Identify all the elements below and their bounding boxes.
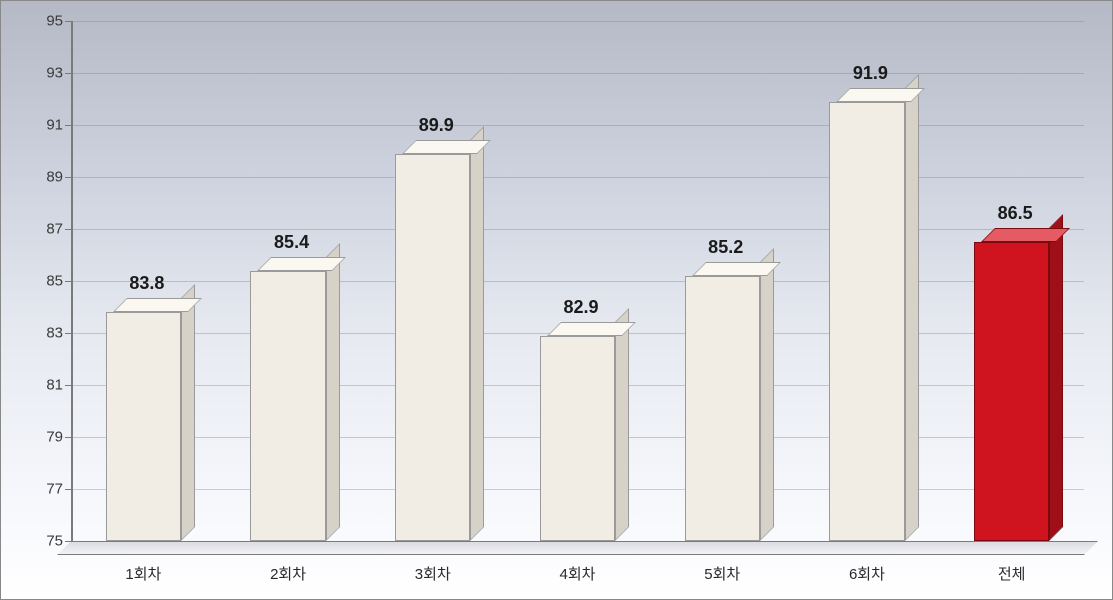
bar-front-face [685, 276, 760, 541]
bar-value-label: 85.4 [274, 232, 309, 253]
bar: 86.5 [974, 242, 1049, 541]
plot-area: 7577798183858789919395 83.885.489.982.98… [71, 21, 1084, 541]
bar-front-face [395, 154, 470, 541]
bar-top-face [402, 140, 491, 154]
x-axis-category-label: 전체 [998, 563, 1026, 584]
bar: 85.2 [685, 276, 760, 541]
bar-side-face [326, 243, 340, 541]
x-axis-category-label: 5회차 [704, 563, 740, 584]
bar-front-face [106, 312, 181, 541]
bar: 82.9 [540, 336, 615, 541]
bar-front-face [540, 336, 615, 541]
bar-side-face [615, 308, 629, 541]
bar-value-label: 91.9 [853, 63, 888, 84]
bar: 89.9 [395, 154, 470, 541]
y-axis-tick-label: 79 [46, 429, 63, 446]
floor-face [57, 541, 1098, 555]
x-axis-category-label: 2회차 [270, 563, 306, 584]
bar-top-face [692, 262, 781, 276]
x-axis-category-label: 3회차 [415, 563, 451, 584]
bar-top-face [113, 298, 202, 312]
y-axis-tick-label: 91 [46, 117, 63, 134]
y-axis-tick-label: 89 [46, 169, 63, 186]
bars-container: 83.8 85.4 89.9 82.9 85.2 91.9 86.5 [71, 21, 1084, 541]
bar-top-face [257, 257, 346, 271]
bar-value-label: 89.9 [419, 115, 454, 136]
y-axis-tick-label: 75 [46, 533, 63, 550]
y-axis-tick-label: 83 [46, 325, 63, 342]
bar-value-label: 82.9 [563, 297, 598, 318]
bar-value-label: 83.8 [129, 273, 164, 294]
bar-side-face [470, 126, 484, 541]
bar: 85.4 [250, 271, 325, 541]
bar-side-face [760, 248, 774, 541]
y-axis-tick-label: 77 [46, 481, 63, 498]
bar-front-face [829, 102, 904, 541]
bar-side-face [181, 284, 195, 541]
x-axis-category-label: 4회차 [560, 563, 596, 584]
bar-front-face [250, 271, 325, 541]
bar-top-face [981, 228, 1070, 242]
bar-chart-3d: 7577798183858789919395 83.885.489.982.98… [0, 0, 1113, 600]
bar: 91.9 [829, 102, 904, 541]
bar-value-label: 86.5 [998, 203, 1033, 224]
y-axis-tick-label: 93 [46, 65, 63, 82]
bar-front-face [974, 242, 1049, 541]
y-axis-tick-label: 95 [46, 13, 63, 30]
bar-top-face [836, 88, 925, 102]
x-axis-category-label: 6회차 [849, 563, 885, 584]
y-axis-tick-label: 87 [46, 221, 63, 238]
bar-side-face [905, 74, 919, 541]
bar-value-label: 85.2 [708, 237, 743, 258]
y-axis-tick-label: 85 [46, 273, 63, 290]
x-axis-category-label: 1회차 [125, 563, 161, 584]
bar: 83.8 [106, 312, 181, 541]
bar-top-face [547, 322, 636, 336]
bar-side-face [1049, 214, 1063, 541]
y-axis-tick-label: 81 [46, 377, 63, 394]
